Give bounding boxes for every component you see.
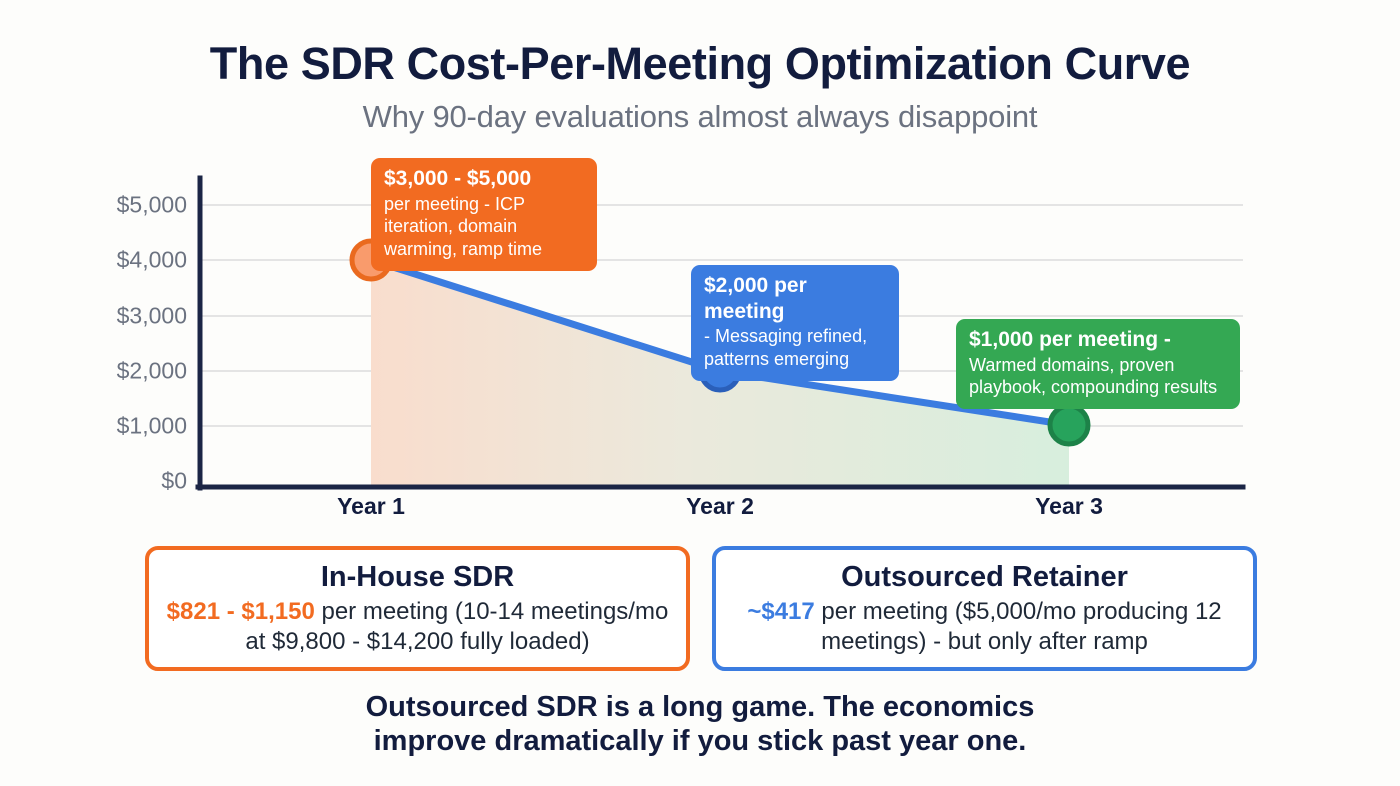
y-tick-1000: $1,000 bbox=[116, 412, 187, 439]
card-outsourced-detail-line2: meetings) - but only after ramp bbox=[821, 627, 1148, 655]
annotation-year-1: $3,000 - $5,000 per meeting - ICP iterat… bbox=[371, 158, 597, 271]
data-point-year3[interactable] bbox=[1047, 403, 1091, 447]
card-outsourced-detail-line1: per meeting ($5,000/mo producing 12 bbox=[814, 598, 1222, 626]
annotation-year-1-head: $3,000 - $5,000 bbox=[384, 167, 532, 190]
x-tick-year-1: Year 1 bbox=[337, 493, 405, 519]
y-tick-4000: $4,000 bbox=[116, 246, 187, 273]
footer-line-1: Outsourced SDR is a long game. The econo… bbox=[365, 691, 1035, 723]
card-outsourced-retainer: Outsourced Retainer ~$417 per meeting ($… bbox=[712, 546, 1257, 671]
annotation-year-2: $2,000 per meeting - Messaging refined, … bbox=[691, 265, 899, 381]
card-in-house-detail-line2: at $9,800 - $14,200 fully loaded) bbox=[245, 627, 590, 655]
card-outsourced-highlight: ~$417 bbox=[747, 598, 815, 626]
footer-line-2: improve dramatically if you stick past y… bbox=[373, 725, 1027, 758]
chart-axes bbox=[195, 175, 1246, 491]
x-tick-year-3: Year 3 bbox=[1035, 493, 1103, 519]
y-tick-2000: $2,000 bbox=[116, 357, 187, 384]
y-tick-3000: $3,000 bbox=[116, 302, 187, 329]
annotation-year-2-body: - Messaging refined, patterns emerging bbox=[704, 326, 868, 369]
card-outsourced-detail: ~$417 per meeting ($5,000/mo producing 1… bbox=[747, 597, 1221, 656]
card-outsourced-title: Outsourced Retainer bbox=[841, 561, 1128, 594]
card-in-house-title: In-House SDR bbox=[320, 561, 515, 594]
page-subtitle: Why 90-day evaluations almost always dis… bbox=[362, 99, 1038, 134]
y-tick-5000: $5,000 bbox=[116, 191, 187, 218]
footer-takeaway: Outsourced SDR is a long game. The econo… bbox=[0, 690, 1400, 758]
annotation-year-1-body: per meeting - ICP iteration, domain warm… bbox=[384, 193, 543, 259]
annotation-year-3-head: $1,000 per meeting - bbox=[969, 328, 1171, 351]
card-in-house-detail: $821 - $1,150 per meeting (10-14 meeting… bbox=[167, 597, 669, 656]
y-tick-0: $0 bbox=[161, 467, 187, 494]
card-in-house-sdr: In-House SDR $821 - $1,150 per meeting (… bbox=[145, 546, 690, 671]
card-in-house-highlight: $821 - $1,150 bbox=[166, 598, 315, 626]
page-title: The SDR Cost-Per-Meeting Optimization Cu… bbox=[209, 38, 1191, 89]
card-in-house-detail-line1: per meeting (10-14 meetings/mo bbox=[314, 598, 669, 626]
annotation-year-3: $1,000 per meeting - Warmed domains, pro… bbox=[956, 319, 1240, 409]
annotation-year-3-body: Warmed domains, proven playbook, compoun… bbox=[969, 354, 1218, 398]
annotation-year-2-head: $2,000 per meeting bbox=[704, 274, 807, 323]
x-tick-year-2: Year 2 bbox=[686, 493, 754, 519]
